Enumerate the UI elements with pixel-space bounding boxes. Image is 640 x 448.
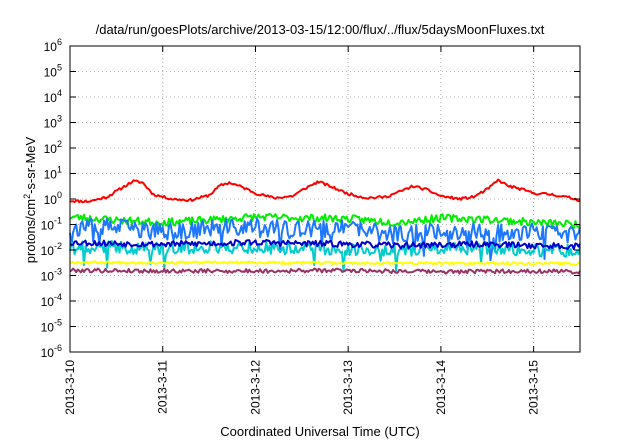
y-tick-label: 10-1	[41, 216, 62, 233]
y-tick-label: 10-2	[41, 241, 62, 258]
y-tick-label: 104	[44, 88, 62, 105]
y-tick-label: 101	[44, 165, 62, 182]
x-tick-label: 2013-3-15	[527, 360, 541, 415]
y-tick-label: 100	[44, 190, 62, 207]
x-tick-label: 2013-3-11	[156, 360, 170, 414]
x-tick-label: 2013-3-10	[63, 360, 77, 415]
series-layer	[69, 178, 581, 275]
tick-layer	[69, 45, 580, 353]
x-tick-label: 2013-3-12	[248, 360, 262, 415]
y-tick-label: 103	[44, 114, 62, 131]
series-line	[69, 260, 581, 266]
series-line	[69, 178, 581, 204]
y-tick-label: 106	[44, 37, 62, 54]
y-tick-label: 102	[44, 139, 62, 156]
y-tick-label: 105	[44, 63, 62, 80]
series-line	[69, 239, 581, 251]
x-tick-label: 2013-3-13	[341, 360, 355, 415]
y-tick-label: 10-5	[41, 318, 62, 335]
x-axis-label: Coordinated Universal Time (UTC)	[220, 424, 420, 439]
grid-layer	[70, 46, 580, 352]
chart-title: /data/run/goesPlots/archive/2013-03-15/1…	[95, 22, 545, 37]
y-tick-label: 10-6	[41, 343, 62, 360]
label-layer: 10-6 10-5 10-4 10-3 10-2 10-1 100 101 102 103 104 1…	[41, 37, 541, 415]
series-line	[69, 267, 581, 275]
y-tick-label: 10-4	[41, 292, 62, 309]
series-line	[69, 239, 581, 273]
x-tick-label: 2013-3-14	[434, 360, 448, 415]
y-tick-label: 10-3	[41, 267, 62, 284]
series-line	[69, 212, 581, 229]
